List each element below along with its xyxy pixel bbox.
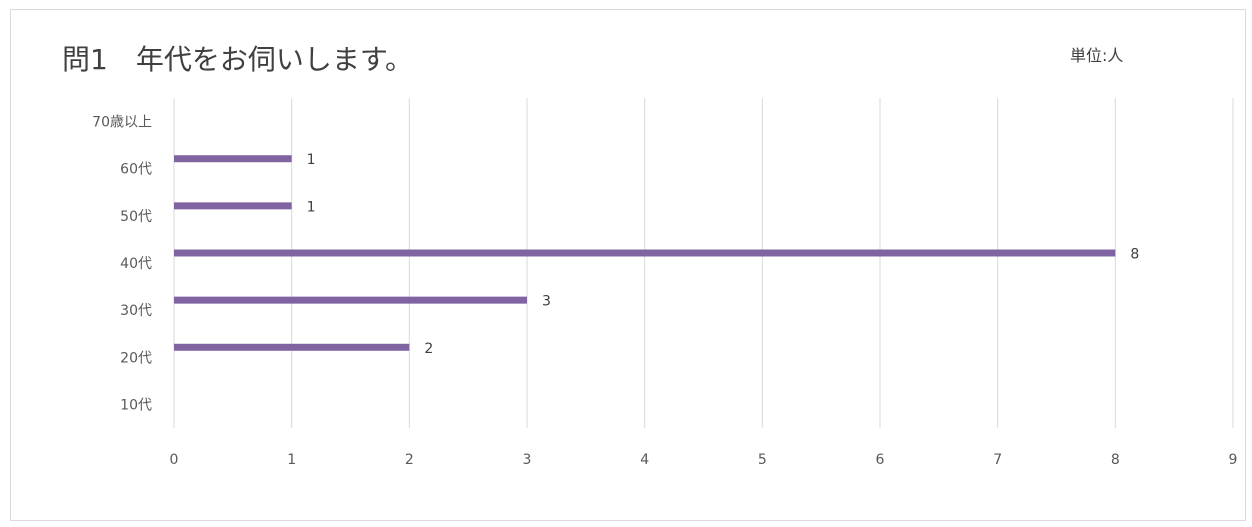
unit-label: 単位:人 <box>1070 46 1124 65</box>
x-tick-label-6: 6 <box>876 452 885 468</box>
category-label-4: 50代 <box>120 209 152 225</box>
category-labels: 10代 20代 30代 40代 50代 60代 70歳以上 <box>92 115 152 414</box>
data-label-1: 2 <box>424 341 433 357</box>
category-label-3: 40代 <box>120 256 152 272</box>
category-label-5: 60代 <box>120 162 152 178</box>
data-labels: 2 3 8 1 1 <box>307 152 1140 357</box>
category-label-2: 30代 <box>120 303 152 319</box>
x-tick-label-7: 7 <box>993 452 1002 468</box>
x-tick-label-5: 5 <box>758 452 767 468</box>
data-label-4: 1 <box>307 199 316 215</box>
chart-frame <box>10 9 1246 521</box>
bar-1 <box>174 343 410 351</box>
x-tick-label-1: 1 <box>287 452 296 468</box>
x-tick-label-8: 8 <box>1111 452 1120 468</box>
bars <box>174 155 1116 351</box>
category-label-1: 20代 <box>120 350 152 366</box>
x-tick-labels: 0 1 2 3 4 5 6 7 8 9 <box>170 452 1238 468</box>
bar-2 <box>174 296 527 304</box>
bar-5 <box>174 155 292 163</box>
x-tick-label-3: 3 <box>523 452 532 468</box>
gridlines <box>173 98 1234 428</box>
bar-4 <box>174 202 292 210</box>
chart-title: 問1 年代をお伺いします。 <box>62 43 414 76</box>
category-label-0: 10代 <box>120 397 152 413</box>
category-label-6: 70歳以上 <box>92 115 152 131</box>
data-label-3: 8 <box>1130 247 1139 263</box>
bar-3 <box>174 249 1116 257</box>
data-label-5: 1 <box>307 152 316 168</box>
x-tick-label-9: 9 <box>1229 452 1238 468</box>
x-tick-label-2: 2 <box>405 452 414 468</box>
x-tick-label-4: 4 <box>640 452 649 468</box>
data-label-2: 3 <box>542 294 551 310</box>
x-tick-label-0: 0 <box>170 452 179 468</box>
